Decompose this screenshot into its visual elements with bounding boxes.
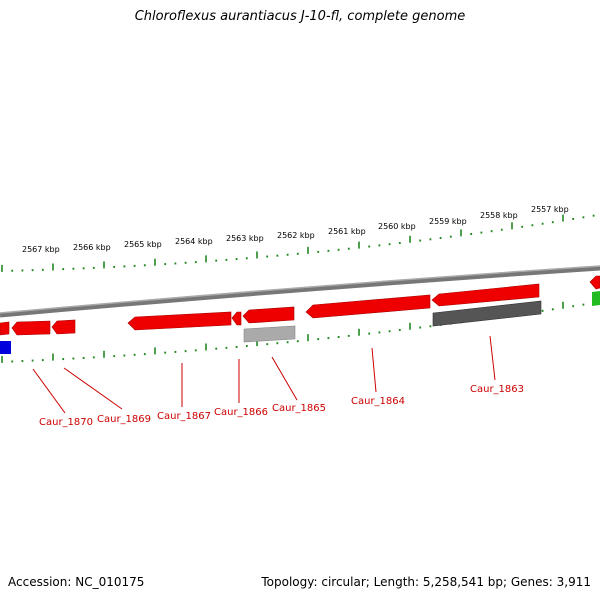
gene-arrow-caur-1866[interactable] — [231, 311, 242, 326]
kbp-label: 2562 kbp — [277, 231, 315, 240]
kbp-label: 2567 kbp — [22, 245, 60, 254]
kbp-label: 2561 kbp — [328, 227, 366, 236]
gene-label: Caur_1864 — [351, 396, 405, 407]
kbp-label: 2560 kbp — [378, 222, 416, 231]
gene-arrow-caur-1864[interactable] — [305, 294, 431, 319]
inner-tick-ring — [1, 301, 595, 363]
gene-arrow-caur-1863[interactable] — [431, 283, 540, 307]
topology-text: Topology: circular; Length: 5,258,541 bp… — [261, 575, 591, 589]
map-title: Chloroflexus aurantiacus J-10-fl, comple… — [134, 9, 466, 24]
gene-label: Caur_1863 — [470, 384, 524, 395]
gene-label: Caur_1865 — [272, 403, 326, 414]
kbp-label: 2565 kbp — [124, 240, 162, 249]
cds-features — [0, 275, 600, 336]
kbp-label: 2557 kbp — [531, 205, 569, 214]
kbp-label: 2563 kbp — [226, 234, 264, 243]
gene-label: Caur_1870 — [39, 417, 93, 428]
gene-leaders — [32, 335, 496, 414]
gene-label: Caur_1869 — [97, 414, 151, 425]
gene-arrow[interactable] — [0, 321, 10, 336]
kbp-label: 2559 kbp — [429, 217, 467, 226]
outer-tick-ring — [1, 214, 595, 272]
green-feature[interactable] — [592, 291, 600, 306]
rna-feature-dark[interactable] — [432, 300, 542, 327]
gene-arrow-caur-1869[interactable] — [51, 319, 76, 335]
rna-feature[interactable] — [243, 325, 296, 343]
gene-arrow-caur-1870[interactable] — [11, 320, 51, 336]
kbp-label: 2566 kbp — [73, 243, 111, 252]
genome-backbone — [0, 265, 600, 318]
gene-arrow-caur-1867[interactable] — [127, 311, 232, 331]
gene-arrow[interactable] — [589, 275, 600, 290]
kbp-label: 2564 kbp — [175, 237, 213, 246]
kbp-scale: 2567 kbp 2566 kbp 2565 kbp 2564 kbp 2563… — [22, 205, 569, 254]
blue-feature[interactable] — [0, 341, 11, 354]
kbp-label: 2558 kbp — [480, 211, 518, 220]
gene-label-group: Caur_1870 Caur_1869 Caur_1867 Caur_1866 … — [39, 384, 524, 428]
misc-features — [0, 291, 600, 354]
gene-arrow-caur-1865[interactable] — [242, 306, 295, 324]
gene-label: Caur_1866 — [214, 407, 268, 418]
gene-label: Caur_1867 — [157, 411, 211, 422]
accession-text: Accession: NC_010175 — [8, 575, 145, 589]
